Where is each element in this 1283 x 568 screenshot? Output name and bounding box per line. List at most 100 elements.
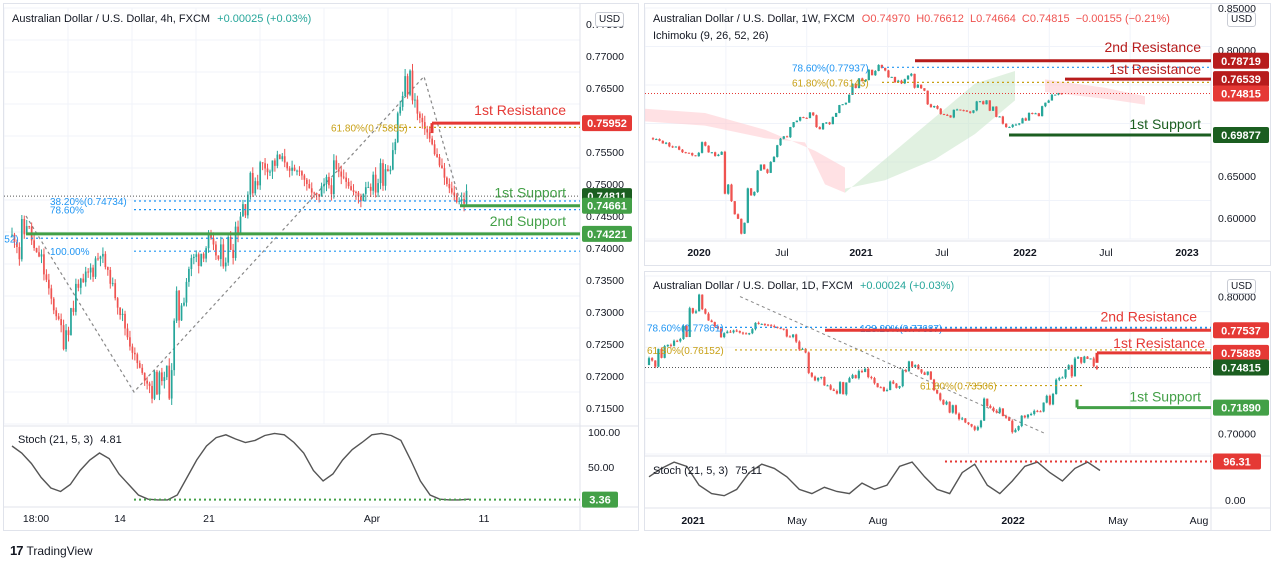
time-tick-label: 14 [114,513,126,525]
h4-candle [13,234,16,243]
chart-4h-canvas[interactable]: 0.775000.770000.765000.760000.755000.750… [4,4,639,531]
w1-candle [664,142,668,144]
w1-candle [828,122,831,125]
support-label-2: 2nd Support [490,213,566,229]
chart-1d-canvas[interactable]: 0.800000.750000.700002021MayAug2022MayAu… [645,272,1271,531]
chart-panel-4h[interactable]: 0.775000.770000.765000.760000.755000.750… [3,3,639,531]
h4-candle [60,319,62,326]
chart-panel-1d[interactable]: 0.800000.750000.700002021MayAug2022MayAu… [644,271,1271,531]
h4-candle [217,255,220,260]
d1-candle [647,358,651,365]
w1-candle [678,146,681,150]
time-tick-label: 2021 [849,247,873,259]
d1-candle [657,348,660,367]
h4-candle [28,226,31,228]
h4-candle [146,380,148,384]
chart-1d-currency-button[interactable]: USD [1227,279,1257,294]
h4-candle [18,247,21,260]
d1-candle [688,308,691,337]
h4-candle [77,283,80,288]
d1-candle [904,370,907,372]
trend-line [739,296,1046,434]
price-tick-label: 0.72000 [586,371,624,383]
h4-candle [87,271,90,273]
h4-candle [50,288,53,299]
d1-candle [973,426,976,430]
h4-candle [274,160,276,166]
h4-candle [251,172,254,194]
w1-candle [913,73,916,88]
d1-candle [710,320,713,323]
h4-support1-tag [582,197,632,214]
h4-candle [404,76,406,96]
h4-candle [337,169,340,172]
d1-candle [651,358,654,361]
d1-candle [782,328,785,330]
d1-candle [1070,365,1073,377]
w1-candle [867,69,870,81]
h4-candle [158,372,161,395]
h4-candle [342,176,345,178]
time-tick-label: 2021 [681,515,705,527]
chart-4h-indicator-name: Stoch (21, 5, 3) [18,434,94,446]
w1-candle [903,79,906,84]
h4-candle [394,142,397,151]
h4-stoch-level-tag [582,491,618,508]
h4-candle [170,370,173,399]
h4-candle [455,195,458,202]
d1-candle [854,375,857,379]
w1-candle [962,110,965,112]
h4-candle [436,154,438,158]
h4-candle [212,238,215,245]
h4-candle [387,169,389,172]
d1-candle [820,376,823,378]
w1-candle [939,108,942,115]
h4-candle [205,248,207,259]
chart-1w-currency-button[interactable]: USD [1227,12,1257,27]
h4-candle [45,274,48,280]
d1-candle [895,383,898,388]
w1-candle [766,169,769,173]
chart-4h-change: +0.00025 (+0.03%) [217,13,312,25]
h4-candle [165,365,168,378]
h4-candle [197,254,200,266]
h4-candle [47,279,50,289]
d1-current-tag [1213,359,1269,376]
d1-candle [741,332,745,334]
w1-candle [972,110,975,113]
h4-candle [247,194,249,216]
w1-resistance1-tag [1213,71,1269,88]
d1-candle [716,326,719,329]
h4-candle [450,188,453,193]
d1-candle [951,405,954,413]
w1-candle [955,109,959,111]
chart-panel-1w[interactable]: 0.850000.800000.750000.700000.650000.600… [644,3,1271,266]
h4-candle [423,122,426,130]
h4-candle [396,113,399,143]
w1-candle [707,145,710,153]
d1-candle [876,383,879,388]
h4-candle [57,316,60,320]
h4-candle [360,196,362,202]
d1-candle [845,382,848,395]
chart-1w-canvas[interactable]: 0.850000.800000.750000.700000.650000.600… [645,4,1271,266]
h4-candle [141,367,144,373]
w1-candle [769,161,772,173]
h4-candle [16,242,18,248]
w1-candle [1004,123,1008,127]
chart-4h-symbol: Australian Dollar / U.S. Dollar, 4h, FXC… [12,13,211,25]
w1-candle [1024,118,1027,121]
w1-candle [802,117,805,119]
h4-candle [43,254,45,275]
chart-4h-currency-button[interactable]: USD [595,12,625,27]
d1-candle [823,376,826,386]
d1-candle [914,365,917,367]
chart-1w-indicator-label: Ichimoku (9, 26, 52, 26) [653,30,769,42]
d1-candle [838,382,842,394]
tradingview-logo[interactable]: 17 TradingView [10,543,93,558]
price-tick-label: 0.76500 [586,83,624,95]
w1-candle [864,80,867,82]
h4-candle [33,240,35,248]
h4-candle [296,170,298,172]
w1-candle [880,64,884,68]
